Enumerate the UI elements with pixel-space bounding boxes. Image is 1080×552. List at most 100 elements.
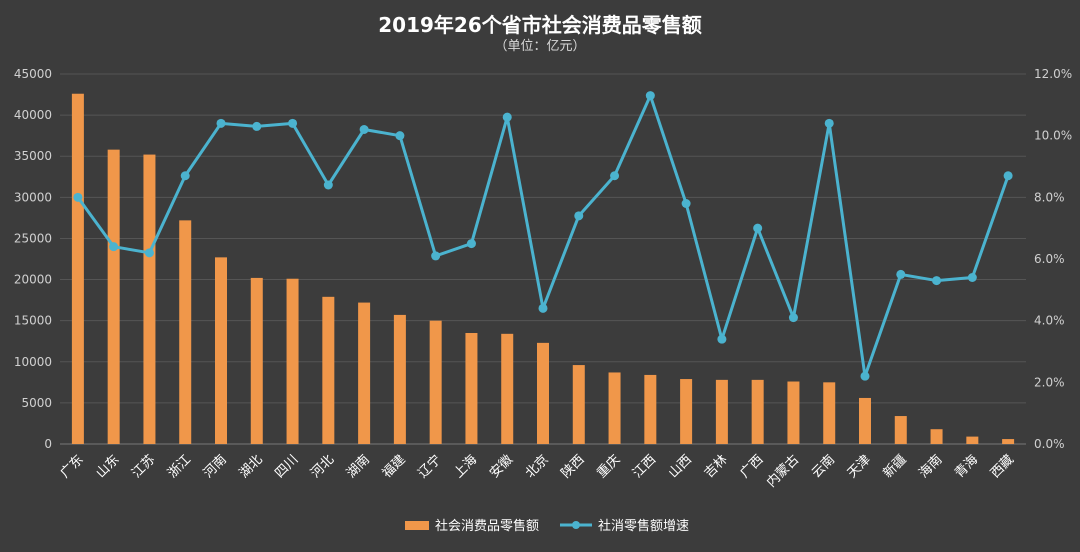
- point-浙江: [180, 171, 190, 181]
- right-tick-label: 2.0%: [1034, 375, 1065, 389]
- category-labels: 广东 山东 江苏 浙江 河南 湖北 四川 河北 湖南 福建 辽宁 上海 安徽 北京 陕西 重庆 江西 山西 吉林 广西…: [58, 452, 1017, 491]
- left-tick-label: 15000: [14, 314, 52, 328]
- bar-河北: [322, 296, 335, 444]
- category-label: 西藏: [988, 452, 1017, 481]
- category-label: 上海: [451, 452, 480, 481]
- bar-吉林: [715, 379, 728, 444]
- category-label: 北京: [523, 452, 552, 481]
- point-山东: [109, 242, 119, 252]
- bar-青海: [966, 436, 979, 444]
- point-河南: [216, 118, 226, 128]
- category-label: 陕西: [559, 452, 588, 481]
- category-label: 山西: [666, 452, 695, 481]
- chart-title: 2019年26个省市社会消费品零售额: [378, 13, 702, 37]
- left-tick-label: 10000: [14, 355, 52, 369]
- right-tick-label: 0.0%: [1034, 437, 1065, 451]
- category-label: 福建: [380, 452, 409, 481]
- bar-福建: [393, 314, 406, 444]
- category-label: 山东: [93, 452, 122, 481]
- point-江西: [645, 91, 655, 101]
- point-山西: [681, 199, 691, 208]
- category-label: 云南: [808, 452, 838, 482]
- bar-陕西: [572, 365, 585, 444]
- category-label: 湖北: [237, 452, 266, 481]
- point-湖南: [359, 125, 369, 134]
- point-福建: [395, 131, 405, 141]
- left-tick-label: 45000: [14, 67, 52, 81]
- bar-江西: [644, 374, 657, 444]
- bar-浙江: [179, 220, 192, 444]
- legend-bar-swatch: [405, 521, 429, 530]
- point-内蒙古: [788, 313, 798, 323]
- category-label: 江苏: [129, 452, 159, 482]
- point-重庆: [610, 171, 620, 181]
- category-label: 青海: [952, 452, 981, 481]
- category-label: 天津: [845, 452, 874, 481]
- category-label: 内蒙古: [763, 452, 802, 491]
- category-label: 重庆: [594, 452, 624, 482]
- category-label: 江西: [630, 452, 659, 481]
- bar-北京: [537, 342, 549, 444]
- bar-西藏: [1002, 439, 1015, 444]
- bar-上海: [465, 333, 478, 444]
- left-tick-label: 0: [44, 437, 52, 451]
- point-辽宁: [431, 251, 441, 261]
- left-tick-label: 20000: [14, 273, 52, 287]
- point-四川: [288, 118, 298, 128]
- legend-bar-label: 社会消费品零售额: [435, 518, 539, 534]
- left-tick-label: 30000: [14, 190, 52, 204]
- bar-湖北: [250, 277, 263, 444]
- bar-河南: [215, 257, 227, 444]
- point-天津: [860, 371, 870, 381]
- point-安徽: [502, 112, 512, 122]
- right-tick-label: 12.0%: [1034, 67, 1072, 81]
- left-axis: 0 5000 10000 15000 20000 25000 30000 35000 40000…: [14, 67, 52, 451]
- category-label: 浙江: [165, 452, 194, 481]
- category-label: 广东: [58, 452, 87, 481]
- category-label: 吉林: [702, 452, 731, 481]
- point-北京: [538, 303, 548, 313]
- bar-内蒙古: [787, 381, 800, 444]
- bar-辽宁: [429, 320, 442, 444]
- legend: 社会消费品零售额 社消零售额增速: [405, 518, 689, 534]
- category-label: 河南: [200, 452, 230, 482]
- point-广东: [73, 192, 83, 202]
- left-tick-label: 5000: [21, 396, 52, 410]
- right-tick-label: 8.0%: [1034, 190, 1065, 204]
- point-陕西: [574, 211, 584, 221]
- point-河北: [323, 180, 333, 190]
- right-tick-label: 10.0%: [1034, 129, 1072, 143]
- bar-四川: [286, 278, 299, 444]
- bar-新疆: [894, 416, 907, 444]
- bar-天津: [859, 397, 871, 444]
- point-青海: [967, 273, 977, 282]
- point-湖北: [252, 121, 262, 131]
- point-上海: [466, 239, 476, 249]
- bar-重庆: [608, 372, 621, 444]
- bar-series: [71, 93, 1015, 445]
- bar-山东: [107, 149, 120, 444]
- left-tick-label: 35000: [14, 149, 52, 163]
- point-云南: [824, 118, 834, 128]
- category-label: 河北: [308, 452, 337, 481]
- category-label: 辽宁: [415, 452, 445, 482]
- bar-海南: [930, 429, 943, 444]
- category-label: 新疆: [880, 452, 910, 482]
- chart-subtitle: （单位：亿元）: [494, 39, 585, 54]
- category-label: 安徽: [487, 452, 516, 481]
- point-吉林: [717, 334, 727, 344]
- category-label: 湖南: [343, 452, 373, 482]
- left-tick-label: 25000: [14, 231, 52, 245]
- category-label: 四川: [272, 452, 301, 481]
- right-tick-label: 4.0%: [1034, 314, 1065, 328]
- category-label: 广西: [737, 452, 766, 481]
- point-江苏: [144, 248, 154, 258]
- legend-line-label: 社消零售额增速: [598, 518, 689, 534]
- category-label: 海南: [916, 452, 946, 482]
- right-axis: 0.0% 2.0% 4.0% 6.0% 8.0% 10.0% 12.0%: [1034, 67, 1072, 451]
- left-tick-label: 40000: [14, 108, 52, 122]
- point-新疆: [896, 269, 906, 279]
- bar-云南: [823, 382, 836, 444]
